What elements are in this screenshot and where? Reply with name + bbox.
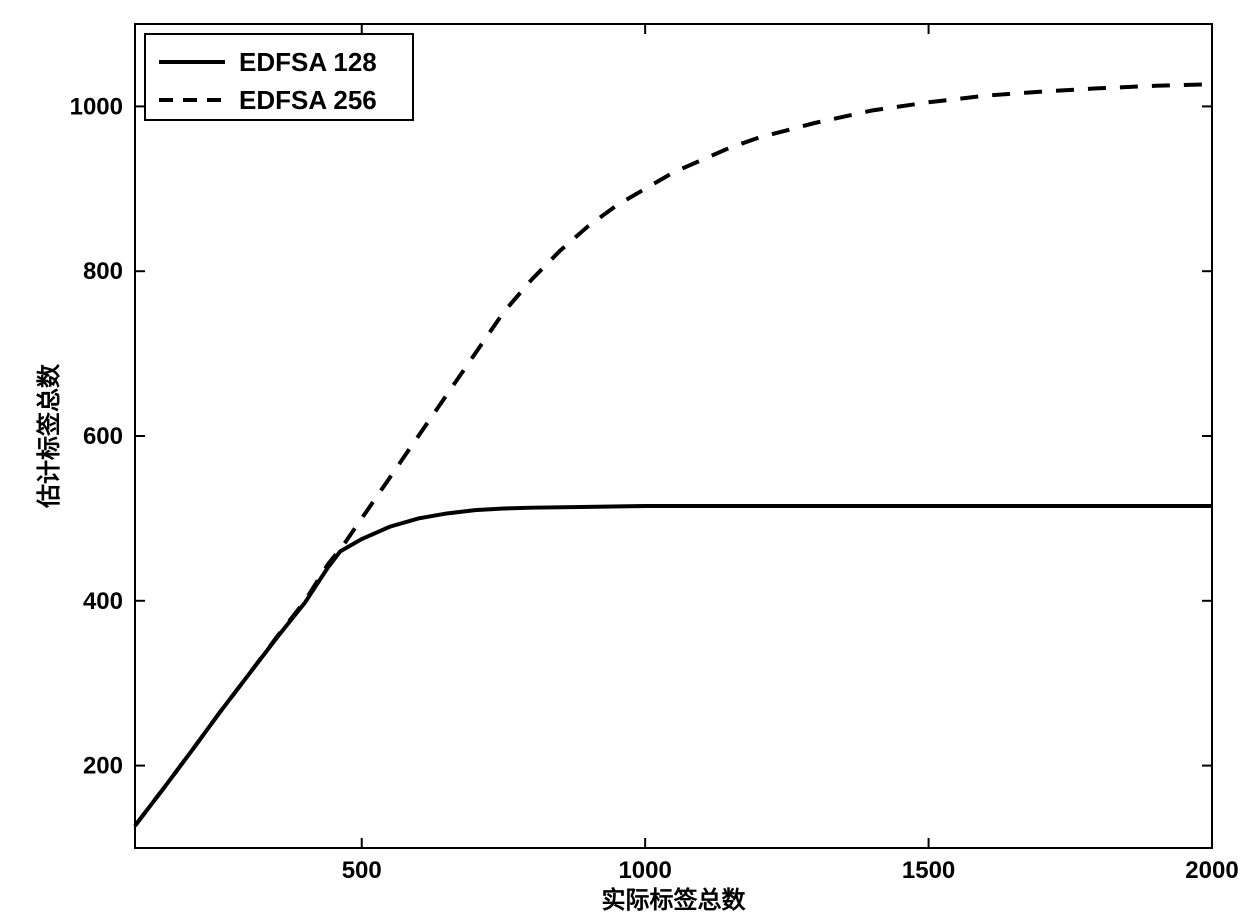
x-tick-label: 1500 — [902, 857, 955, 884]
y-tick-label: 600 — [83, 423, 123, 450]
x-tick-label: 1000 — [618, 857, 671, 884]
data-lines — [135, 84, 1212, 826]
y-tick-label: 800 — [83, 258, 123, 285]
plot-border — [135, 24, 1212, 848]
x-tick-label: 2000 — [1185, 857, 1238, 884]
series-line — [135, 84, 1212, 826]
x-axis-label: 实际标签总数 — [602, 886, 747, 914]
x-tick-label: 500 — [342, 857, 382, 884]
y-axis-ticks: 200 400 600 800 1000 — [70, 93, 1212, 779]
y-tick-label: 200 — [83, 753, 123, 780]
y-axis-label: 估计标签总数 — [35, 363, 63, 509]
chart-container: 500100015002000 2004006008001000 实际标签总数 … — [0, 0, 1240, 919]
series-line — [135, 506, 1212, 826]
legend-label: EDFSA 256 — [239, 85, 377, 115]
y-tick-label: 400 — [83, 588, 123, 615]
legend: EDFSA 128 EDFSA 256 — [145, 34, 413, 120]
x-axis-ticks: 500 1000 1500 2000 — [342, 24, 1239, 884]
chart-svg: 500100015002000 2004006008001000 实际标签总数 … — [0, 0, 1240, 919]
y-tick-label: 1000 — [70, 93, 123, 120]
legend-label: EDFSA 128 — [239, 47, 377, 77]
